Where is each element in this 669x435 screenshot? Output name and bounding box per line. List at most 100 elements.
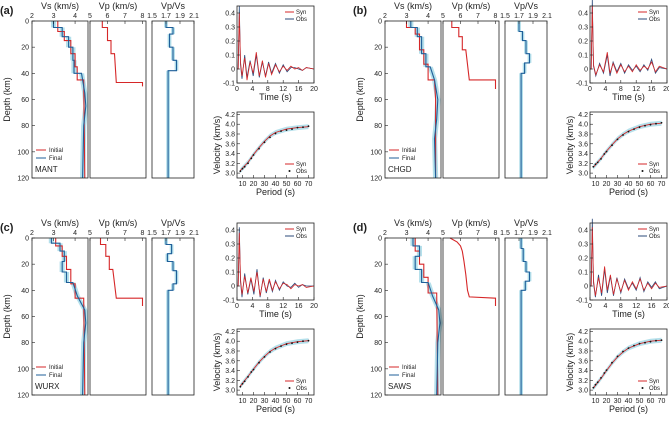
rf-frame: [236, 5, 315, 84]
dispersion-obs-point: [649, 340, 652, 343]
x-tick-label: 40: [272, 398, 280, 405]
x-tick-label: 2.1: [189, 13, 199, 20]
rf-obs-line: [237, 227, 314, 298]
legend-obs-marker: [288, 387, 291, 389]
y-tick-label: -0.1: [223, 298, 235, 305]
y-tick-label: 3.0: [578, 171, 588, 178]
dispersion-obs-point: [250, 157, 253, 160]
dispersion-obs-point: [603, 153, 606, 155]
y-tick-label: 0.4: [225, 11, 235, 18]
y-tick-label: 3.2: [578, 378, 588, 385]
y-tick-label: 100: [370, 149, 382, 156]
y-tick-label: 80: [374, 123, 382, 130]
dispersion-obs-point: [596, 381, 599, 384]
dispersion-obs-point: [655, 339, 657, 342]
dispersion-obs-point: [296, 341, 299, 344]
y-axis-title: Depth (km): [2, 294, 12, 339]
y-tick-label: 4.0: [578, 339, 588, 346]
dispersion-obs-point: [644, 341, 646, 344]
y-tick-label: 3.6: [578, 358, 588, 365]
x-tick-label: 1.9: [528, 230, 538, 237]
legend-initial-label: Initial: [49, 365, 63, 371]
x-tick-label: 6: [106, 230, 110, 237]
uncertainty-band: [408, 21, 441, 178]
y-tick-label: 3.0: [225, 171, 235, 178]
x-tick-label: 3: [52, 230, 56, 237]
dispersion-obs-point: [302, 340, 304, 343]
dispersion-obs-point: [638, 126, 641, 129]
x-tick-label: 0: [588, 303, 592, 310]
x-tick-label: 10: [239, 181, 247, 188]
x-tick-label: 0: [588, 86, 592, 93]
x-axis-title: Vs (km/s): [41, 1, 79, 11]
dispersion-obs-point: [616, 355, 619, 358]
final-model-line: [412, 238, 441, 396]
y-tick-label: 100: [17, 149, 29, 156]
y-tick-label: 3.2: [225, 161, 235, 168]
legend-final-label: Final: [49, 156, 62, 162]
dispersion-obs-point: [592, 386, 595, 389]
y-tick-label: 60: [21, 97, 29, 104]
y-tick-label: 3.8: [225, 349, 235, 356]
panel-label: (c): [0, 222, 14, 234]
x-tick-label: 5: [88, 230, 92, 237]
dispersion-obs-point: [616, 138, 619, 141]
legend-obs-label: Obs: [296, 169, 307, 175]
dispersion-obs-point: [285, 129, 288, 132]
y-tick-label: 120: [17, 393, 29, 400]
dispersion-obs-point: [660, 339, 663, 342]
y-tick-label: 0: [378, 19, 382, 26]
x-tick-label: 2: [383, 230, 387, 237]
dispersion-obs-point: [633, 344, 635, 347]
y-tick-label: 80: [374, 340, 382, 347]
x-tick-label: 5: [88, 13, 92, 20]
vp-frame: [89, 237, 147, 396]
dispersion-obs-point: [263, 141, 266, 144]
x-tick-label: 1.5: [500, 13, 510, 20]
y-tick-label: 0.1: [578, 53, 588, 60]
vpvs-model-line: [165, 238, 178, 395]
dispersion-obs-point: [627, 130, 630, 133]
x-tick-label: 20: [310, 303, 318, 310]
dispersion-obs-point: [611, 361, 613, 364]
y-tick-label: 3.4: [578, 368, 588, 375]
y-tick-label: 0.4: [225, 228, 235, 235]
x-tick-label: 30: [261, 181, 269, 188]
x-tick-label: 5: [441, 13, 445, 20]
dispersion-obs-point: [243, 165, 246, 168]
legend-final-label: Final: [402, 373, 415, 379]
y-tick-label: 20: [374, 262, 382, 269]
dispersion-obs-point: [600, 158, 602, 160]
panel-label: (d): [353, 222, 367, 234]
y-tick-label: 40: [21, 71, 29, 78]
y-tick-label: 20: [21, 45, 29, 52]
y-tick-label: 0.2: [225, 256, 235, 263]
y-tick-label: 3.6: [578, 141, 588, 148]
x-tick-label: 20: [250, 181, 258, 188]
x-tick-label: 20: [663, 86, 669, 93]
y-tick-label: 0.3: [225, 25, 235, 32]
x-tick-label: 60: [294, 181, 302, 188]
x-tick-label: 3: [405, 230, 409, 237]
dispersion-obs-point: [239, 170, 242, 173]
dispersion-obs-point: [291, 128, 293, 131]
y-tick-label: 20: [21, 262, 29, 269]
y-tick-label: 60: [21, 314, 29, 321]
dispersion-obs-point: [263, 356, 266, 358]
panel-label: (b): [353, 5, 367, 17]
x-tick-label: 2.1: [189, 230, 199, 237]
y-tick-label: 3.6: [225, 141, 235, 148]
y-tick-label: -0.1: [576, 81, 588, 88]
x-axis-title: Time (s): [259, 309, 292, 319]
dispersion-obs-point: [605, 369, 608, 371]
y-tick-label: -0.1: [576, 298, 588, 305]
panel-label: (a): [0, 5, 14, 17]
y-tick-label: 0: [378, 236, 382, 243]
x-tick-label: 1.7: [514, 13, 524, 20]
y-tick-label: 4.0: [578, 122, 588, 129]
x-tick-label: 7: [123, 230, 127, 237]
vpvs-frame: [151, 237, 195, 396]
y-tick-label: 0.2: [578, 256, 588, 263]
x-axis-title: Vs (km/s): [394, 218, 432, 228]
